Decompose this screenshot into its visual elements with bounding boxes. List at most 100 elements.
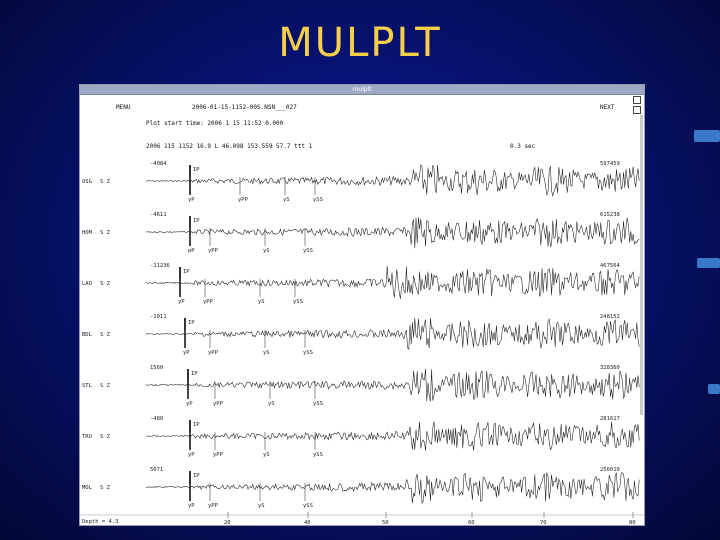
decor-bar (694, 130, 720, 142)
phase-label: yS (263, 248, 270, 254)
event-info-line: 2006 115 1152 16.9 L 46.098 153.559 57.7… (146, 143, 313, 150)
time-tick-label: 60 (468, 520, 475, 525)
left-count-label: 1560 (150, 365, 163, 371)
phase-label: IP (183, 269, 190, 275)
component-label: S Z (100, 485, 111, 491)
phase-label: yP (188, 452, 195, 458)
phase-label: yPP (203, 299, 214, 305)
component-label: S Z (100, 281, 111, 287)
mulplt-window: mulplt MENU 2006-01-15-1152-00S.NSN___02… (79, 84, 645, 526)
phase-label: IP (191, 371, 198, 377)
channel-mol[interactable]: MOL S Z 5071 256010 IP yP yPP yS ySS (82, 467, 640, 509)
right-count-label: 256010 (600, 467, 620, 473)
phase-label: yPP (213, 452, 224, 458)
vertical-scrollbar[interactable] (640, 115, 643, 415)
phase-label: yP (188, 503, 195, 509)
waveform-trace (145, 266, 640, 299)
phase-label: yPP (208, 248, 219, 254)
window-button-down[interactable] (633, 106, 641, 114)
waveform-trace (145, 472, 640, 505)
right-count-label: 467564 (600, 263, 621, 269)
phase-label: yS (263, 452, 270, 458)
waveform-trace (145, 217, 640, 249)
component-label: S Z (100, 332, 111, 338)
next-button[interactable]: NEXT (600, 104, 615, 111)
left-count-label: -4611 (150, 212, 167, 218)
left-count-label: -1011 (150, 314, 167, 320)
time-tick-label: 20 (224, 520, 231, 525)
plot-start-time: Plot start time: 2006 1 15 11:52 0.000 (146, 120, 284, 127)
station-label: MOL (82, 485, 93, 491)
phase-label: yP (188, 197, 195, 203)
component-label: S Z (100, 434, 111, 440)
component-label: S Z (100, 383, 111, 389)
station-label: OSG (82, 179, 92, 185)
phase-label: yPP (208, 503, 219, 509)
time-scale-label: 0.3 sec (510, 143, 536, 150)
time-tick-label: 50 (382, 520, 389, 525)
channel-osg[interactable]: OSG S Z -4084 597459 IP yP yPP yS ySS (82, 161, 640, 203)
channel-hom[interactable]: HOM S Z -4611 615238 IP pP yPP yS ySS (82, 212, 640, 254)
phase-label: yP (178, 299, 185, 305)
slide-title: MULPLT (278, 20, 442, 66)
right-count-label: 328360 (600, 365, 620, 371)
phase-label: IP (193, 473, 200, 479)
depth-label: Depth = 4.3 (82, 519, 118, 525)
right-count-label: 281617 (600, 416, 620, 422)
phase-label: yPP (238, 197, 249, 203)
station-label: HOM (82, 230, 93, 236)
station-label: LAO (82, 281, 92, 287)
phase-label: yS (268, 401, 275, 407)
phase-label: IP (193, 167, 200, 173)
phase-label: yP (183, 350, 190, 356)
phase-label: ySS (293, 299, 303, 305)
right-count-label: 248152 (600, 314, 620, 320)
menu-label[interactable]: MENU (116, 104, 131, 111)
left-count-label: -11236 (150, 263, 170, 269)
waveform-trace (145, 421, 640, 451)
phase-label: IP (193, 422, 200, 428)
channel-stl[interactable]: STL S Z 1560 328360 IP yP yPP yS ySS (82, 365, 640, 407)
seismogram-plot[interactable]: MENU 2006-01-15-1152-00S.NSN___027 NEXT … (80, 85, 644, 525)
right-count-label: 615238 (600, 212, 620, 218)
phase-label: ySS (313, 197, 323, 203)
window-button-up[interactable] (633, 96, 641, 104)
window-titlebar[interactable]: mulplt (80, 85, 644, 95)
waveform-trace (145, 164, 640, 197)
phase-label: pP (188, 248, 195, 254)
phase-label: ySS (303, 350, 313, 356)
phase-label: yP (186, 401, 193, 407)
left-count-label: -480 (150, 416, 163, 422)
waveform-trace (145, 368, 640, 402)
left-count-label: 5071 (150, 467, 163, 473)
time-tick-label: 70 (540, 520, 547, 525)
decor-bar (697, 258, 720, 268)
phase-label: yS (258, 299, 265, 305)
station-label: BDL (82, 332, 93, 338)
phase-label: ySS (303, 503, 313, 509)
phase-label: yS (283, 197, 290, 203)
phase-label: IP (188, 320, 195, 326)
waveform-trace (145, 317, 640, 350)
station-label: STL (82, 383, 93, 389)
station-label: TRO (82, 434, 92, 440)
decor-bar (708, 384, 720, 394)
phase-label: yPP (213, 401, 224, 407)
component-label: S Z (100, 230, 111, 236)
phase-label: ySS (303, 248, 313, 254)
file-name: 2006-01-15-1152-00S.NSN___027 (192, 104, 297, 111)
left-count-label: -4084 (150, 161, 167, 167)
time-tick-label: 80 (629, 520, 636, 525)
time-tick-label: 40 (304, 520, 311, 525)
component-label: S Z (100, 179, 111, 185)
phase-label: yPP (208, 350, 219, 356)
channel-bdl[interactable]: BDL S Z -1011 248152 IP yP yPP yS ySS (82, 314, 640, 356)
phase-label: yS (263, 350, 270, 356)
phase-label: ySS (313, 452, 323, 458)
channel-tro[interactable]: TRO S Z -480 281617 IP yP yPP yS ySS (82, 416, 640, 458)
phase-label: IP (193, 218, 200, 224)
right-count-label: 597459 (600, 161, 620, 167)
phase-label: ySS (313, 401, 323, 407)
channel-lao[interactable]: LAO S Z -11236 467564 IP yP yPP yS ySS (82, 263, 640, 305)
window-title: mulplt (352, 86, 372, 93)
